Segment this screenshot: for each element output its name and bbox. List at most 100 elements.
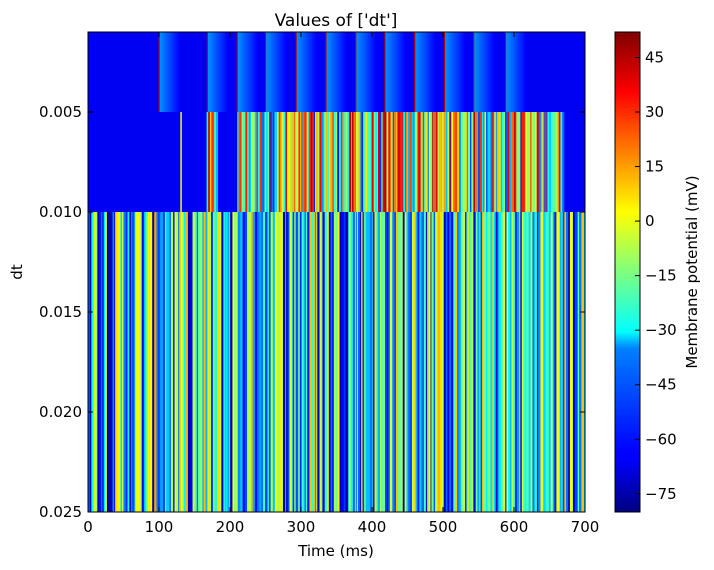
heatmap-cell [368,32,371,112]
heatmap-cell [301,32,304,112]
heatmap-cell [280,112,283,212]
heatmap-cell [514,32,517,112]
heatmap-cell [312,212,315,512]
heatmap-cell [392,112,395,212]
x-axis: 0 100 200 300 400 500 600 700 [83,32,599,536]
heatmap-cell [460,212,463,512]
heatmap-cell [265,212,268,512]
heatmap-cell [541,212,544,512]
heatmap-cell [355,112,358,212]
heatmap-cell [456,112,460,212]
heatmap-cell [234,212,236,512]
heatmap-cell [262,112,265,212]
heatmap-cell [426,112,428,212]
heatmap-cell [467,212,470,512]
heatmap-cell [341,112,343,212]
heatmap-cell [306,112,309,212]
heatmap-cell [324,212,327,512]
y-tick-label: 0.020 [39,403,82,421]
heatmap-cell [322,112,325,212]
heatmap-cell [336,32,339,112]
heatmap-cell [554,112,556,212]
heatmap-cell [283,32,286,112]
heatmap-cell [505,112,509,212]
heatmap-cell [295,212,297,512]
heatmap-cell [176,32,180,112]
heatmap-cell [489,212,491,512]
heatmap-cell [300,112,302,212]
heatmap-cell [244,212,248,512]
heatmap-cell [413,212,416,512]
colorbar-label: Membrane potential (mV) [683,175,701,368]
heatmap-cell [145,212,149,512]
heatmap-cell [491,32,494,112]
heatmap-cell [467,112,471,212]
heatmap-cell [367,212,371,512]
heatmap-cell [337,112,340,212]
heatmap-cell [475,32,478,112]
heatmap-cell [261,112,264,212]
colorbar-tick-label: 30 [645,103,664,121]
heatmap-cell [544,112,546,212]
heatmap-cell [202,212,204,512]
heatmap-cell [277,32,281,112]
heatmap-cell [435,112,438,212]
heatmap-cell [137,212,140,512]
heatmap-cell [467,112,469,212]
heatmap-cell [536,112,540,212]
heatmap-cell [437,112,440,212]
heatmap-cell [561,212,563,512]
heatmap-cell [490,112,493,212]
heatmap-cell [328,112,330,212]
heatmap-cell [308,112,311,212]
heatmap-cell [282,212,286,512]
heatmap-cell [223,212,225,512]
heatmap-cell [215,212,218,512]
heatmap-cell [116,212,119,512]
heatmap-cell [527,112,529,212]
heatmap-cell [183,212,186,512]
heatmap-cell [509,212,512,512]
heatmap-cell [412,212,415,512]
heatmap-cell [356,112,359,212]
heatmap-cell [511,112,515,212]
heatmap-cell [511,212,514,512]
heatmap-cell [507,112,510,212]
heatmap-cell [394,112,397,212]
heatmap-cell [471,112,474,212]
heatmap-cell [200,212,203,512]
heatmap-cell [314,212,317,512]
heatmap-cell [447,212,450,512]
heatmap-cell [279,212,282,512]
heatmap-cell [480,32,483,112]
heatmap-cell [523,32,526,112]
heatmap-cell [102,212,105,512]
heatmap-cell [556,212,558,512]
colorbar-tick-label: 0 [645,212,655,230]
heatmap-cell [473,32,476,112]
heatmap-cell [581,212,585,512]
heatmap-cell [292,112,295,212]
heatmap-cell [525,212,527,512]
heatmap-cell [256,112,259,212]
heatmap-cell [113,212,116,512]
heatmap-cell [504,212,507,512]
heatmap-cell [411,212,414,512]
spike-line [504,32,507,112]
heatmap-cell [414,32,417,112]
heatmap-cell [383,212,386,512]
heatmap-cell [352,112,354,212]
heatmap-cell [256,212,258,512]
heatmap-cell [362,212,365,512]
heatmap-cell [515,212,517,512]
heatmap-cell [313,112,316,212]
heatmap-cell [387,212,389,512]
heatmap-cell [238,32,242,112]
heatmap-cell [359,32,362,112]
heatmap-cell [446,32,449,112]
heatmap-cell [306,32,309,112]
heatmap-cell [405,112,407,212]
heatmap-cell [440,112,443,212]
heatmap-cell [235,212,239,512]
heatmap-cell [286,212,289,512]
